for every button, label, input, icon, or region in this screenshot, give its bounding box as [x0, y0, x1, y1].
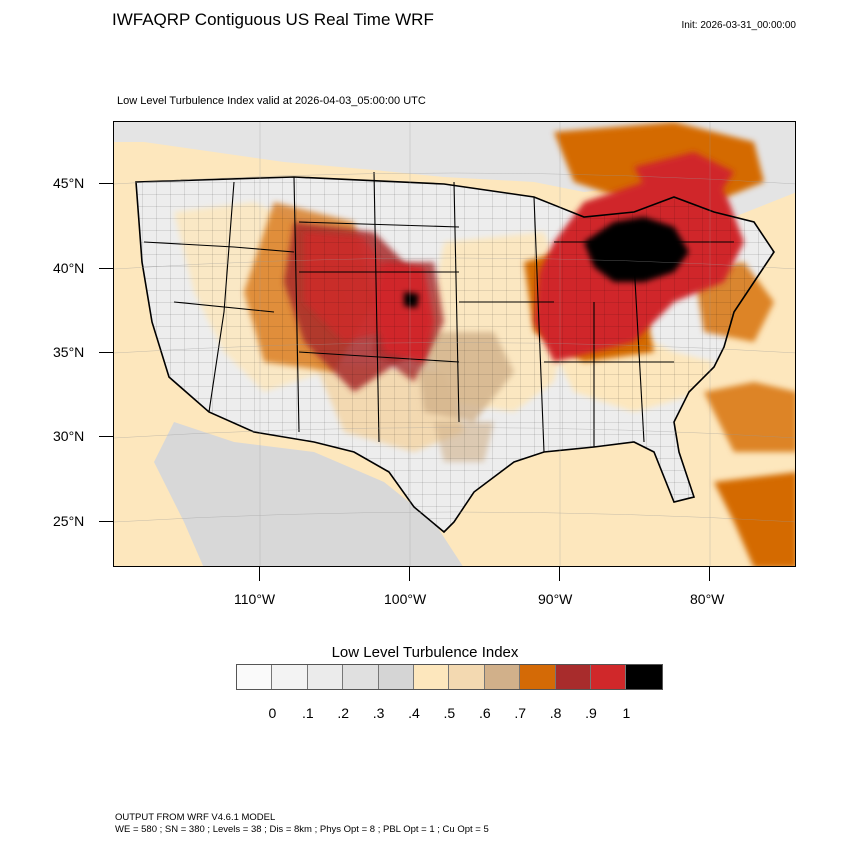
colorbar-tick-label: 1: [622, 705, 631, 721]
graticule: [114, 122, 795, 566]
colorbar-swatch: [590, 665, 627, 689]
map-panel: [113, 121, 796, 567]
colorbar-swatch: [626, 665, 662, 689]
lon-label: 90°W: [538, 591, 573, 607]
footer-line-2: WE = 580 ; SN = 380 ; Levels = 38 ; Dis …: [115, 824, 489, 835]
colorbar-swatch: [520, 665, 556, 689]
lat-tick: [99, 268, 113, 269]
turbulence-map: [114, 122, 795, 566]
colorbar-swatch: [237, 665, 273, 689]
colorbar-tick-label: .8: [549, 705, 562, 721]
lon-tick: [259, 567, 260, 581]
mexico-land: [154, 422, 463, 566]
colorbar-tick-label: .6: [478, 705, 491, 721]
colorbar-swatch: [449, 665, 485, 689]
colorbar-tick-label: .7: [514, 705, 527, 721]
lon-tick: [559, 567, 560, 581]
colorbar-swatch: [272, 665, 308, 689]
colorbar-swatch: [484, 665, 521, 689]
colorbar-swatch: [555, 665, 591, 689]
lat-label: 25°N: [53, 513, 85, 529]
state-boundaries: [135, 171, 775, 534]
lat-tick: [99, 521, 113, 522]
colorbar-swatch: [413, 665, 450, 689]
lat-label: 30°N: [53, 428, 85, 444]
colorbar-swatch: [343, 665, 379, 689]
lon-label: 110°W: [234, 591, 276, 607]
lat-tick: [99, 183, 113, 184]
init-time: Init: 2026-03-31_00:00:00: [681, 20, 796, 31]
colorbar-tick-label: .4: [408, 705, 420, 721]
lat-label: 40°N: [53, 260, 85, 276]
lon-tick: [709, 567, 710, 581]
colorbar-tick-label: .5: [443, 705, 456, 721]
colorbar-tick-label: 0: [268, 705, 277, 721]
colorbar-swatch: [378, 665, 414, 689]
model-info-footer: OUTPUT FROM WRF V4.6.1 MODEL WE = 580 ; …: [115, 812, 489, 836]
colorbar: [236, 664, 663, 690]
lat-label: 45°N: [53, 175, 85, 191]
colorbar-swatch: [307, 665, 344, 689]
lon-label: 100°W: [384, 591, 427, 607]
colorbar-tick-label: .1: [301, 705, 314, 721]
lon-label: 80°W: [690, 591, 725, 607]
footer-line-1: OUTPUT FROM WRF V4.6.1 MODEL: [115, 812, 276, 823]
lat-tick: [99, 352, 113, 353]
lat-label: 35°N: [53, 344, 85, 360]
plot-title: IWFAQRP Contiguous US Real Time WRF: [112, 10, 434, 29]
colorbar-tick-label: .9: [585, 705, 597, 721]
colorbar-tick-label: .2: [337, 705, 350, 721]
colorbar-tick-label: .3: [372, 705, 385, 721]
colorbar-title: Low Level Turbulence Index: [331, 644, 519, 661]
lon-tick: [409, 567, 410, 581]
lat-tick: [99, 436, 113, 437]
plot-subtitle: Low Level Turbulence Index valid at 2026…: [117, 95, 426, 107]
